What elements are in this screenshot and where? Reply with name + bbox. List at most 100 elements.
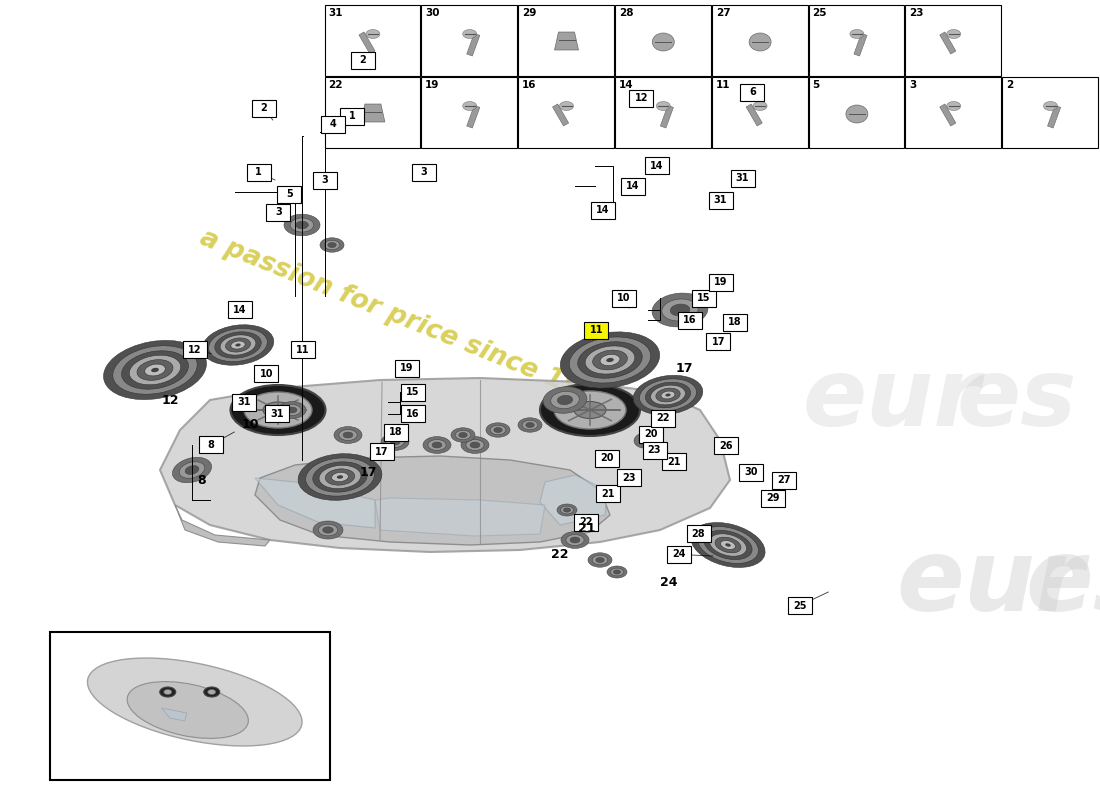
- Ellipse shape: [749, 33, 771, 51]
- Ellipse shape: [601, 354, 620, 366]
- Ellipse shape: [122, 350, 188, 390]
- Ellipse shape: [1044, 102, 1057, 110]
- Bar: [939, 32, 956, 54]
- Bar: [254, 365, 278, 382]
- Ellipse shape: [319, 466, 361, 489]
- Ellipse shape: [324, 240, 340, 250]
- Ellipse shape: [543, 386, 587, 414]
- Text: 17: 17: [675, 362, 693, 374]
- Text: 21: 21: [578, 522, 595, 534]
- Ellipse shape: [494, 427, 503, 433]
- Ellipse shape: [540, 384, 640, 436]
- Bar: [574, 514, 598, 531]
- Bar: [324, 5, 420, 76]
- Bar: [199, 436, 223, 454]
- Text: 2: 2: [1006, 80, 1013, 90]
- Ellipse shape: [570, 337, 651, 383]
- Text: 3: 3: [275, 207, 282, 217]
- Bar: [746, 104, 762, 126]
- Ellipse shape: [463, 102, 476, 110]
- Polygon shape: [162, 708, 187, 721]
- Ellipse shape: [209, 329, 267, 362]
- Ellipse shape: [656, 388, 680, 402]
- Text: 8: 8: [197, 474, 206, 486]
- Bar: [714, 437, 738, 454]
- Ellipse shape: [662, 299, 698, 321]
- Bar: [370, 443, 394, 461]
- Ellipse shape: [455, 430, 471, 440]
- Text: 27: 27: [778, 475, 791, 485]
- Ellipse shape: [322, 527, 333, 533]
- Ellipse shape: [151, 368, 158, 372]
- Ellipse shape: [551, 391, 580, 409]
- Text: es: es: [1025, 535, 1100, 633]
- Text: 20: 20: [601, 454, 614, 463]
- Ellipse shape: [715, 537, 741, 553]
- Ellipse shape: [592, 555, 608, 565]
- Ellipse shape: [334, 426, 362, 443]
- Bar: [290, 341, 315, 358]
- Text: 22: 22: [329, 80, 343, 90]
- Text: 22: 22: [580, 518, 593, 527]
- Ellipse shape: [231, 385, 326, 435]
- Bar: [232, 394, 256, 411]
- Ellipse shape: [646, 382, 691, 408]
- Bar: [400, 383, 425, 401]
- Bar: [808, 5, 904, 76]
- Text: 1: 1: [255, 167, 262, 177]
- Ellipse shape: [560, 102, 573, 110]
- Text: 23: 23: [648, 446, 661, 455]
- Bar: [421, 5, 517, 76]
- Ellipse shape: [850, 30, 864, 38]
- Bar: [629, 90, 653, 107]
- Ellipse shape: [451, 428, 475, 442]
- Ellipse shape: [145, 364, 165, 376]
- Bar: [266, 203, 290, 221]
- Ellipse shape: [578, 342, 642, 378]
- Ellipse shape: [563, 508, 571, 512]
- Ellipse shape: [296, 222, 308, 229]
- Ellipse shape: [585, 346, 635, 374]
- Bar: [615, 77, 711, 148]
- Text: 4: 4: [330, 119, 337, 129]
- Bar: [708, 191, 733, 209]
- Bar: [324, 77, 420, 148]
- Bar: [651, 410, 675, 427]
- Text: 16: 16: [406, 409, 419, 418]
- Bar: [584, 322, 608, 339]
- Ellipse shape: [691, 522, 766, 567]
- Text: 22: 22: [551, 548, 569, 561]
- Text: 3: 3: [910, 80, 916, 90]
- Bar: [351, 51, 375, 69]
- Bar: [246, 163, 271, 181]
- Bar: [596, 485, 620, 502]
- Ellipse shape: [697, 526, 758, 563]
- Bar: [400, 405, 425, 422]
- Ellipse shape: [846, 105, 868, 123]
- Text: 31: 31: [271, 409, 284, 418]
- Bar: [667, 546, 691, 563]
- Text: 29: 29: [522, 8, 537, 18]
- Text: eur: eur: [896, 535, 1085, 633]
- Text: 11: 11: [590, 326, 603, 335]
- Bar: [772, 471, 796, 489]
- Text: 25: 25: [793, 601, 806, 610]
- Ellipse shape: [130, 355, 180, 385]
- Ellipse shape: [720, 541, 736, 550]
- Bar: [395, 359, 419, 377]
- Bar: [642, 442, 667, 459]
- Text: 2: 2: [261, 103, 267, 113]
- Ellipse shape: [470, 442, 480, 448]
- Text: 3: 3: [321, 175, 328, 185]
- Bar: [50, 632, 330, 780]
- Polygon shape: [160, 378, 730, 552]
- Polygon shape: [255, 478, 375, 528]
- Ellipse shape: [87, 658, 302, 746]
- Bar: [730, 170, 755, 187]
- Ellipse shape: [287, 407, 297, 413]
- Ellipse shape: [283, 405, 301, 415]
- Ellipse shape: [337, 475, 343, 478]
- Text: a passion for price since 1985: a passion for price since 1985: [196, 225, 618, 415]
- Text: 1: 1: [349, 111, 355, 121]
- Bar: [723, 314, 747, 331]
